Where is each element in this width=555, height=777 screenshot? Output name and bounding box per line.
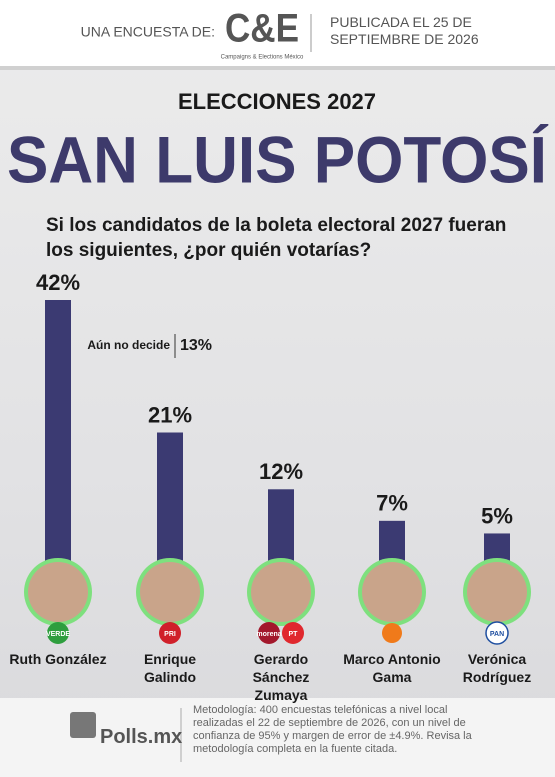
party-label: PT [289,631,299,638]
header-published: PUBLICADA EL 25 DE SEPTIEMBRE DE 2026 [330,14,479,47]
footer-methodology: Metodología: 400 encuestas telefónicas a… [193,704,472,755]
header-shadow [0,66,555,70]
party-label: morena [256,631,281,638]
brand-logo: C&E [225,7,299,51]
bar [157,432,183,565]
supertitle: ELECCIONES 2027 [178,89,376,114]
bar [45,300,71,565]
value-label: 5% [481,503,513,528]
candidate-photo [28,562,88,622]
party-logo [47,622,69,644]
candidate-photo [362,562,422,622]
party-logo [282,622,304,644]
header-band [0,0,555,66]
party-logo [382,623,402,643]
annotation-value: 13% [180,337,212,354]
candidate-photo [251,562,311,622]
party-logo [258,622,280,644]
footer-icon [70,712,96,738]
party-logo [159,622,181,644]
bar [268,489,294,565]
party-logo [485,621,509,645]
header-intro: UNA ENCUESTA DE: [81,24,215,40]
value-label: 21% [148,402,192,427]
candidate-name: Enrique Galindo [143,651,197,685]
value-label: 42% [36,270,80,295]
value-label: 7% [376,491,408,516]
party-label: PRI [164,631,176,638]
party-label: VERDE [46,631,70,638]
candidate-photo [140,562,200,622]
candidate-photo [467,562,527,622]
candidate-name: Gerardo Sánchez Zumaya [252,651,310,703]
candidate-name: Verónica Rodríguez [462,651,532,685]
chart-title: SAN LUIS POTOSÍ [7,122,549,196]
footer-brand: Polls.mx [100,726,183,748]
value-label: 12% [259,459,303,484]
party-label: PAN [490,631,504,638]
candidate-name: Marco Antonio Gama [343,651,441,685]
annotation-label: Aún no decide [87,338,170,352]
chart-subtitle: Si los candidatos de la boleta electoral… [46,215,507,261]
candidate-name: Ruth González [9,651,107,667]
bar [379,520,405,565]
brand-sub: Campaigns & Elections México [221,55,304,61]
